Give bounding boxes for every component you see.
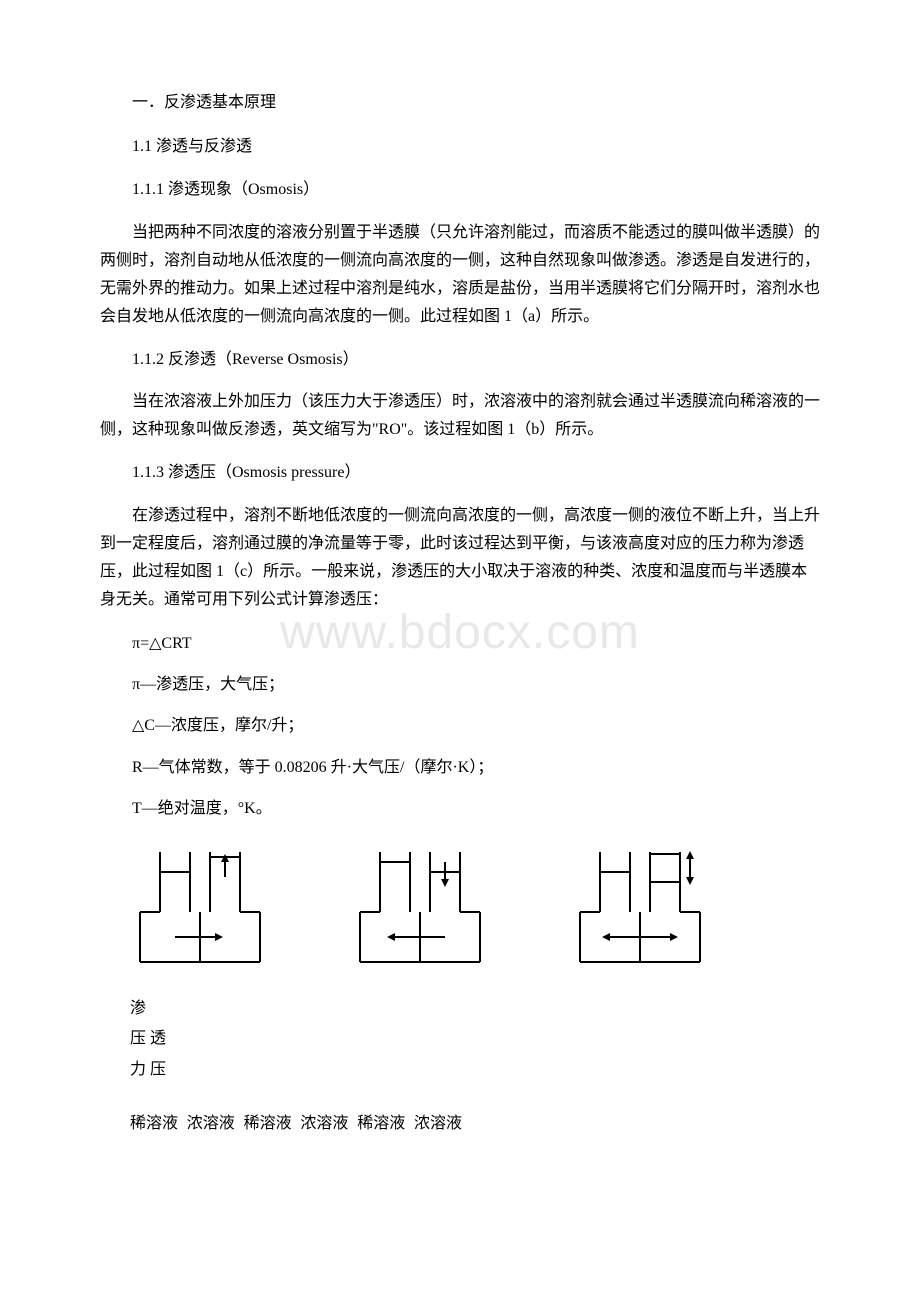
diagram-a-osmosis bbox=[130, 842, 280, 972]
heading-level-3-2: 1.1.2 反渗透（Reverse Osmosis） bbox=[100, 347, 820, 373]
paragraph-3: 在渗透过程中，溶剂不断地低浓度的一侧流向高浓度的一侧，高浓度一侧的液位不断上升，… bbox=[100, 502, 820, 614]
heading-level-1: 一．反渗透基本原理 bbox=[100, 90, 820, 116]
bottom-solution-labels: 稀溶液 浓溶液 稀溶液 浓溶液 稀溶液 浓溶液 bbox=[130, 1109, 820, 1133]
paragraph-2: 当在浓溶液上外加压力（该压力大于渗透压）时，浓溶液中的溶剂就会通过半透膜流向稀溶… bbox=[100, 388, 820, 444]
label-line-1: 渗 bbox=[130, 994, 820, 1024]
formula-def-4: T—绝对温度，°K。 bbox=[100, 795, 820, 822]
diagrams-container bbox=[130, 842, 820, 972]
label-line-3: 力 压 bbox=[130, 1055, 820, 1085]
formula-main: π=△CRT bbox=[100, 630, 820, 657]
formula-def-2: △C—浓度压，摩尔/升； bbox=[100, 712, 820, 739]
heading-level-2-1: 1.1 渗透与反渗透 bbox=[100, 134, 820, 160]
paragraph-1: 当把两种不同浓度的溶液分别置于半透膜（只允许溶剂能过，而溶质不能透过的膜叫做半透… bbox=[100, 219, 820, 331]
vertical-labels: 渗 压 透 力 压 bbox=[130, 994, 820, 1085]
formula-def-3: R—气体常数，等于 0.08206 升·大气压/（摩尔·K）； bbox=[100, 754, 820, 781]
heading-level-3-1: 1.1.1 渗透现象（Osmosis） bbox=[100, 177, 820, 203]
heading-level-3-3: 1.1.3 渗透压（Osmosis pressure） bbox=[100, 460, 820, 486]
diagram-b-reverse-osmosis bbox=[350, 842, 500, 972]
label-line-2: 压 透 bbox=[130, 1024, 820, 1054]
document-content: 一．反渗透基本原理 1.1 渗透与反渗透 1.1.1 渗透现象（Osmosis）… bbox=[100, 90, 820, 1133]
formula-def-1: π—渗透压，大气压； bbox=[100, 671, 820, 698]
diagram-c-osmotic-pressure bbox=[570, 842, 720, 972]
